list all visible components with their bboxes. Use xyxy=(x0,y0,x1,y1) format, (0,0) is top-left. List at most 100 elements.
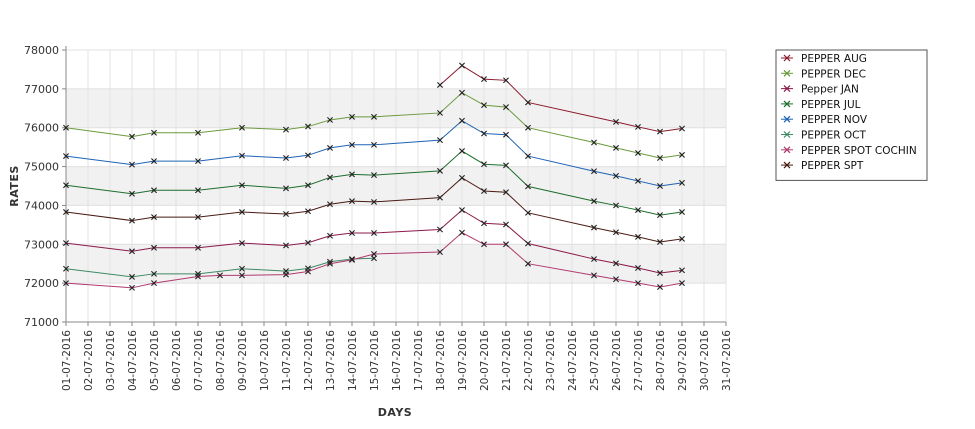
data-point xyxy=(657,183,663,189)
data-point xyxy=(657,128,663,135)
x-tick-label: 24-07-2016 xyxy=(567,330,579,391)
data-point xyxy=(371,113,377,120)
x-tick-label: 02-07-2016 xyxy=(83,330,95,391)
data-point xyxy=(503,162,509,169)
data-point xyxy=(239,152,245,159)
x-tick-label: 01-07-2016 xyxy=(61,330,73,391)
data-point xyxy=(305,208,311,215)
legend-item: PEPPER DEC xyxy=(781,68,866,80)
data-point xyxy=(679,125,685,132)
legend: PEPPER AUG PEPPER DEC Pepper JAN PEPPER JUL… xyxy=(775,49,928,181)
data-point xyxy=(437,81,443,88)
data-point xyxy=(217,272,223,279)
data-point xyxy=(591,272,597,279)
legend-item: PEPPER JUL xyxy=(781,99,861,111)
data-point xyxy=(525,124,531,131)
data-point xyxy=(63,124,69,131)
data-point xyxy=(129,161,135,168)
data-point xyxy=(437,137,443,144)
x-tick-label: 31-07-2016 xyxy=(721,330,733,391)
data-point xyxy=(305,268,311,275)
data-point xyxy=(129,217,135,224)
data-point xyxy=(151,214,157,221)
data-point xyxy=(635,233,641,240)
data-point xyxy=(239,124,245,131)
data-point xyxy=(481,220,487,227)
x-tick-label: 15-07-2016 xyxy=(369,330,381,391)
y-tick-label: 72000 xyxy=(24,277,59,290)
data-point xyxy=(195,273,201,280)
data-point xyxy=(481,130,487,137)
data-point xyxy=(283,242,289,249)
data-point xyxy=(525,260,531,267)
x-tick-label: 17-07-2016 xyxy=(413,330,425,391)
x-tick-label: 03-07-2016 xyxy=(105,330,117,391)
x-tick-label: 16-07-2016 xyxy=(391,330,403,391)
data-point xyxy=(635,280,641,287)
data-point xyxy=(283,185,289,192)
data-point xyxy=(613,202,619,209)
y-tick-label: 75000 xyxy=(24,161,59,174)
data-point xyxy=(63,280,69,287)
x-tick-label: 04-07-2016 xyxy=(127,330,139,391)
data-point xyxy=(525,183,531,190)
x-tick-label: 20-07-2016 xyxy=(479,330,491,391)
data-point xyxy=(459,148,465,155)
data-point xyxy=(129,133,135,140)
data-point xyxy=(151,187,157,194)
data-point xyxy=(63,209,69,216)
data-point xyxy=(239,182,245,189)
data-point xyxy=(239,209,245,216)
legend-item: PEPPER AUG xyxy=(781,53,867,65)
legend-item: PEPPER OCT xyxy=(781,130,866,142)
data-point xyxy=(349,230,355,237)
data-point xyxy=(371,172,377,179)
data-point xyxy=(657,212,663,219)
data-point xyxy=(525,209,531,216)
data-point xyxy=(371,230,377,237)
legend-label: PEPPER SPOT COCHIN xyxy=(801,145,917,157)
data-point xyxy=(327,116,333,123)
data-point xyxy=(591,256,597,263)
series-line xyxy=(65,150,683,216)
data-point xyxy=(151,244,157,251)
x-tick-label: 21-07-2016 xyxy=(501,330,513,391)
data-point xyxy=(239,265,245,272)
data-point xyxy=(679,151,685,158)
data-point xyxy=(195,187,201,194)
data-point xyxy=(305,182,311,189)
series-pepper-spt xyxy=(63,174,685,245)
data-point xyxy=(129,248,135,255)
data-point xyxy=(305,152,311,159)
x-axis-label: DAYS xyxy=(378,406,412,419)
legend-label: PEPPER SPT xyxy=(801,160,864,172)
y-tick-label: 71000 xyxy=(24,316,59,329)
data-point xyxy=(613,229,619,236)
data-point xyxy=(481,241,487,248)
data-point xyxy=(129,190,135,197)
legend-item: PEPPER SPT xyxy=(781,160,864,172)
data-point xyxy=(591,139,597,146)
data-point xyxy=(327,260,333,267)
data-point xyxy=(437,249,443,256)
data-point xyxy=(349,171,355,178)
data-point xyxy=(459,174,465,181)
data-point xyxy=(371,198,377,205)
x-tick-label: 13-07-2016 xyxy=(325,330,337,391)
series-line xyxy=(65,92,683,159)
series-pepper-jul xyxy=(63,148,685,219)
data-point xyxy=(481,102,487,109)
data-point xyxy=(63,182,69,189)
data-point xyxy=(591,198,597,205)
x-tick-label: 14-07-2016 xyxy=(347,330,359,391)
data-point xyxy=(613,276,619,283)
data-point xyxy=(283,155,289,162)
data-point xyxy=(459,229,465,236)
legend-label: PEPPER AUG xyxy=(801,53,867,65)
data-point xyxy=(371,255,377,262)
data-point xyxy=(63,265,69,272)
x-tick-label: 29-07-2016 xyxy=(677,330,689,391)
data-point xyxy=(151,270,157,277)
data-point xyxy=(437,167,443,174)
